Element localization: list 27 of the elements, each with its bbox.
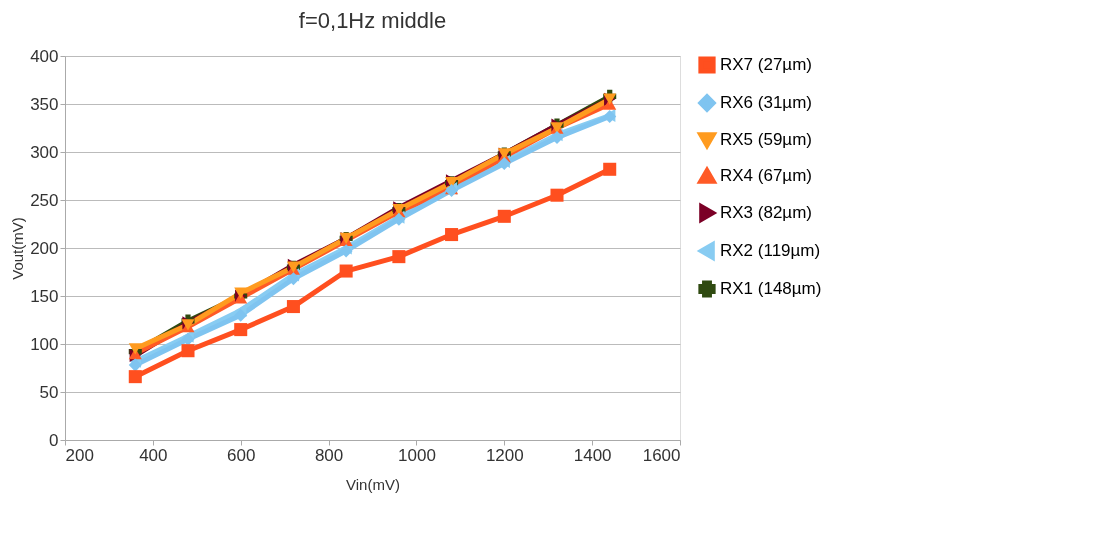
y-tick-label: 200 — [30, 238, 59, 258]
legend-label: RX1 (148µm) — [720, 279, 822, 298]
legend-label: RX7 (27µm) — [720, 55, 812, 74]
legend-label: RX2 (119µm) — [720, 241, 821, 260]
x-axis-title: Vin(mV) — [346, 475, 400, 493]
legend-label: RX3 (82µm) — [720, 203, 812, 222]
chart-title: f=0,1Hz middle — [298, 8, 447, 33]
x-tick-label: 200 — [65, 445, 94, 465]
x-tick-label: 600 — [227, 445, 256, 465]
y-tick-label: 300 — [30, 142, 59, 162]
y-tick-label: 400 — [30, 46, 59, 66]
x-tick-label: 1000 — [398, 445, 436, 465]
y-tick-label: 250 — [30, 190, 59, 210]
x-tick-label: 1600 — [642, 445, 681, 465]
legend-label: RX6 (31µm) — [720, 93, 812, 112]
y-tick-label: 150 — [30, 286, 59, 306]
legend-label: RX4 (67µm) — [720, 166, 812, 185]
x-tick-label: 1400 — [573, 445, 612, 465]
x-tick-label: 1200 — [485, 445, 524, 465]
x-tick-label: 800 — [314, 445, 344, 465]
y-tick-label: 0 — [49, 430, 59, 450]
y-axis-title: Vout(mV) — [9, 217, 27, 280]
y-tick-label: 50 — [39, 382, 59, 402]
legend-label: RX5 (59µm) — [720, 130, 812, 149]
y-tick-label: 100 — [30, 334, 59, 354]
y-tick-label: 350 — [30, 94, 59, 114]
x-tick-label: 400 — [139, 445, 168, 465]
